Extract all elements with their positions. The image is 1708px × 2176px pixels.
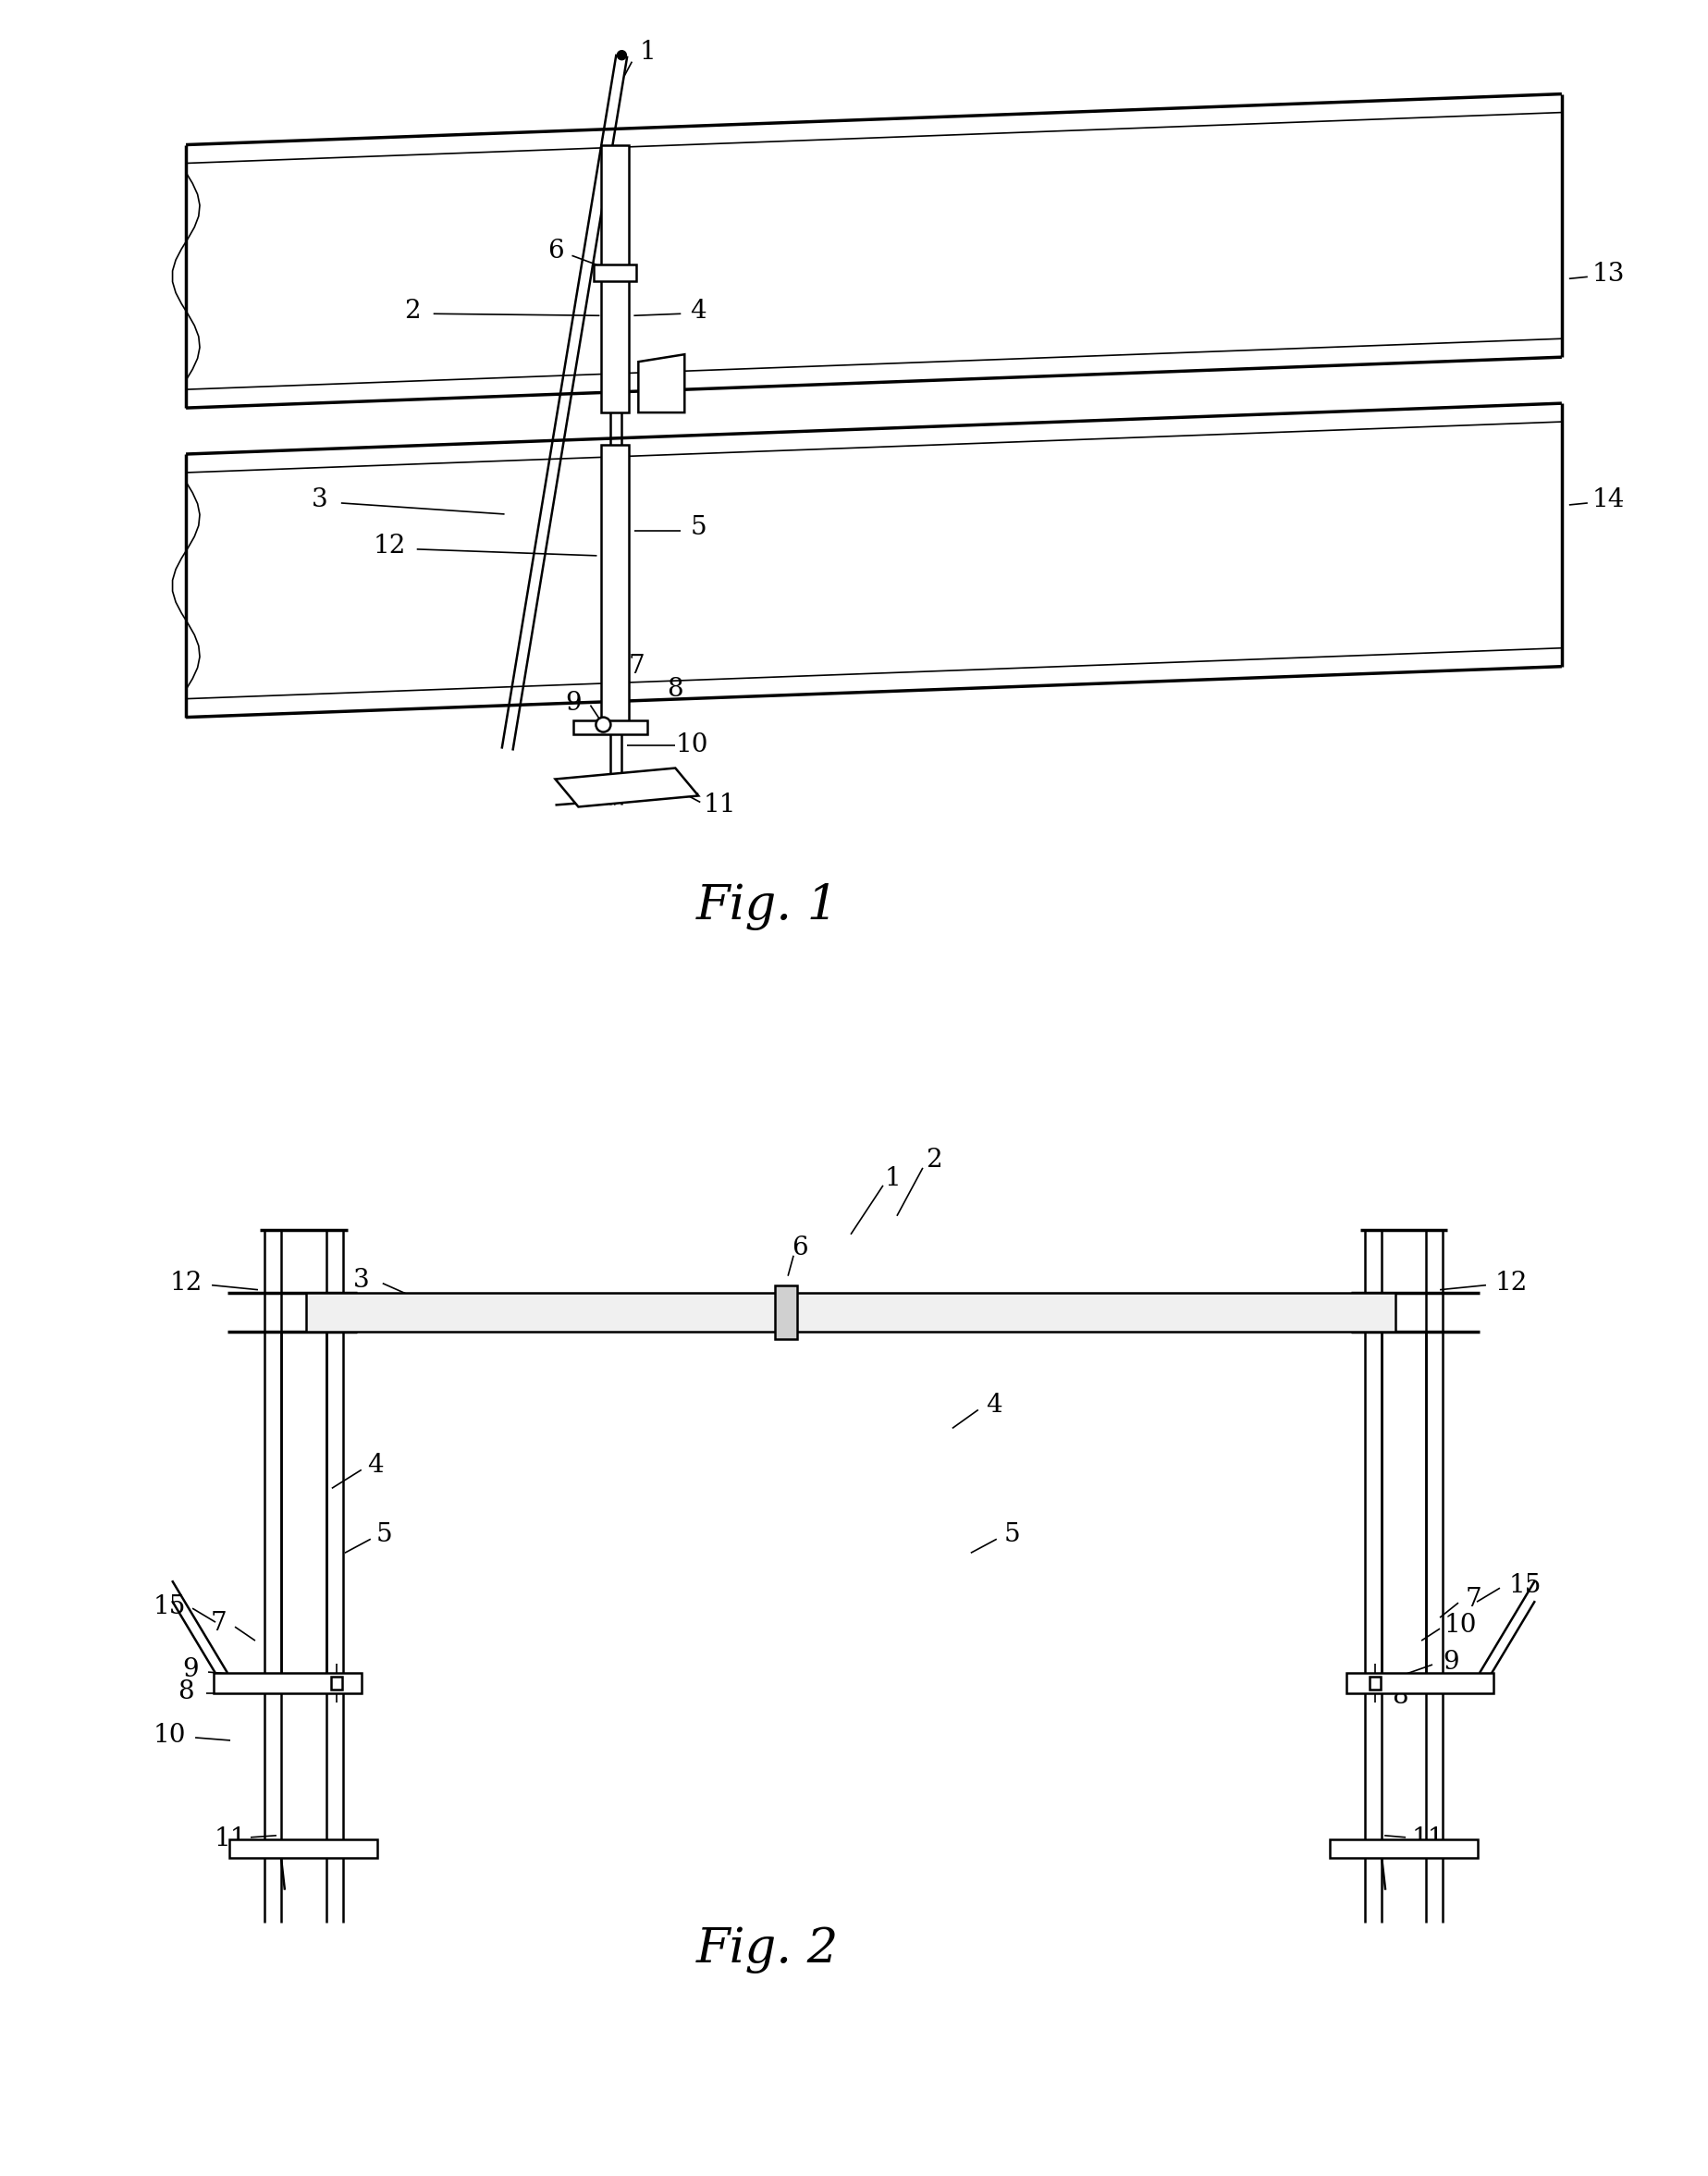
Bar bbox=[601, 146, 629, 413]
Text: 15: 15 bbox=[1508, 1573, 1541, 1597]
Text: 12: 12 bbox=[372, 533, 405, 559]
Text: 11: 11 bbox=[214, 1826, 246, 1852]
Text: 4: 4 bbox=[986, 1393, 1003, 1419]
Bar bbox=[574, 720, 647, 733]
Text: 5: 5 bbox=[690, 516, 707, 540]
Text: 7: 7 bbox=[1465, 1586, 1483, 1612]
Text: 14: 14 bbox=[1592, 487, 1624, 514]
Text: 8: 8 bbox=[668, 677, 683, 703]
Text: 6: 6 bbox=[547, 239, 564, 263]
Text: 7: 7 bbox=[629, 655, 644, 679]
Text: 11: 11 bbox=[1411, 1826, 1445, 1852]
Polygon shape bbox=[186, 94, 1561, 407]
Text: 5: 5 bbox=[376, 1521, 393, 1547]
Text: 5: 5 bbox=[1004, 1521, 1020, 1547]
Polygon shape bbox=[555, 768, 699, 807]
Text: 1: 1 bbox=[885, 1166, 900, 1192]
Text: 10: 10 bbox=[1443, 1612, 1477, 1636]
Text: 1: 1 bbox=[639, 39, 656, 65]
Text: Fig. 2: Fig. 2 bbox=[697, 1926, 839, 1974]
Text: 2: 2 bbox=[926, 1149, 943, 1173]
Text: 6: 6 bbox=[793, 1236, 808, 1260]
Bar bbox=[306, 1293, 1395, 1332]
Text: 13: 13 bbox=[1592, 261, 1624, 287]
Bar bbox=[775, 1286, 798, 1338]
Bar bbox=[1331, 1839, 1477, 1858]
Text: 3: 3 bbox=[311, 487, 328, 514]
Text: 4: 4 bbox=[690, 298, 707, 324]
Text: Fig. 1: Fig. 1 bbox=[697, 883, 839, 929]
Bar bbox=[1370, 1678, 1380, 1689]
Text: 7: 7 bbox=[210, 1610, 227, 1636]
Bar bbox=[594, 265, 637, 281]
Circle shape bbox=[596, 718, 611, 731]
Text: 10: 10 bbox=[676, 733, 709, 757]
Bar bbox=[214, 1673, 362, 1693]
Text: 10: 10 bbox=[154, 1723, 186, 1747]
Text: 11: 11 bbox=[704, 792, 736, 818]
Text: 9: 9 bbox=[1443, 1649, 1459, 1673]
Text: 9: 9 bbox=[183, 1656, 198, 1682]
Polygon shape bbox=[639, 355, 685, 413]
Text: 12: 12 bbox=[1494, 1271, 1527, 1295]
Text: 8: 8 bbox=[1392, 1684, 1409, 1708]
Text: 12: 12 bbox=[169, 1271, 202, 1295]
Circle shape bbox=[617, 50, 627, 59]
Polygon shape bbox=[186, 403, 1561, 718]
Bar bbox=[1346, 1673, 1493, 1693]
Text: 4: 4 bbox=[367, 1454, 383, 1478]
Text: 15: 15 bbox=[154, 1595, 186, 1619]
Text: 3: 3 bbox=[354, 1269, 369, 1293]
Text: 9: 9 bbox=[565, 692, 582, 716]
Bar bbox=[229, 1839, 377, 1858]
Text: 8: 8 bbox=[178, 1680, 195, 1704]
Text: 2: 2 bbox=[405, 298, 420, 324]
Bar bbox=[331, 1678, 342, 1689]
Bar bbox=[601, 444, 629, 731]
